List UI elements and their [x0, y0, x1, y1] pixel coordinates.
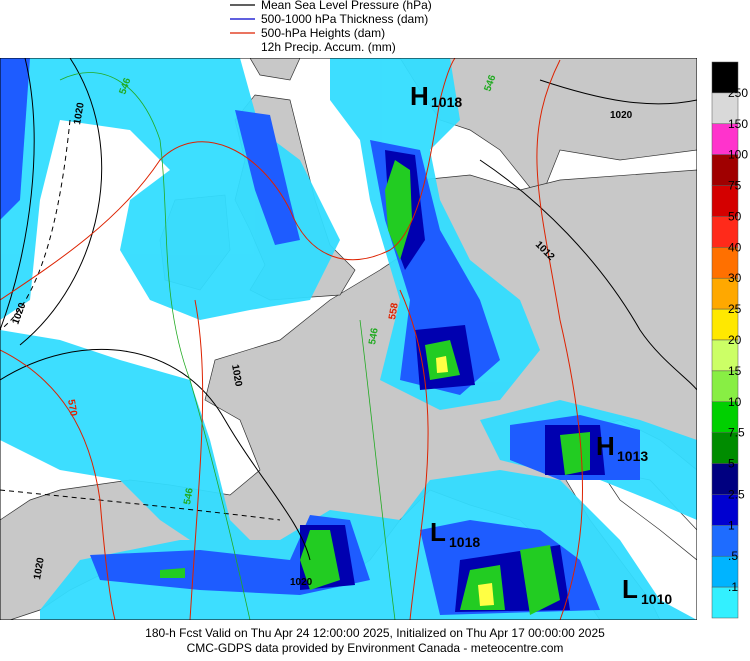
precip-yellow — [436, 356, 494, 606]
legend-label: Mean Sea Level Pressure (hPa) — [261, 0, 432, 12]
colorbar-box — [711, 216, 739, 248]
colorbar-label: .5 — [728, 549, 738, 563]
colorbar-box — [711, 525, 739, 557]
colorbar-label: 250 — [728, 86, 748, 100]
thickness-contours — [59, 72, 396, 620]
contour-label: 570 — [65, 399, 79, 418]
colorbar-label: 7.5 — [728, 426, 745, 440]
contour-label: 1020 — [32, 556, 47, 580]
colorbar-label: 150 — [728, 117, 748, 131]
colorbar-box — [711, 277, 739, 310]
colorbar-label: 100 — [728, 148, 748, 162]
pressure-center-letter: L — [430, 517, 446, 547]
colorbar-box — [711, 123, 739, 155]
pressure-contours — [0, 58, 697, 561]
height-contours — [0, 58, 583, 620]
contour-label: 546 — [367, 327, 381, 346]
colorbar-box — [711, 247, 739, 279]
colorbar-label: 50 — [728, 209, 742, 223]
colorbar-box — [711, 185, 739, 217]
colorbar-box — [711, 463, 739, 495]
colorbar-label: 15 — [728, 364, 742, 378]
legend-label: 500-1000 hPa Thickness (dam) — [261, 12, 428, 26]
colorbar-label: 30 — [728, 271, 742, 285]
colorbar-box — [711, 401, 739, 433]
pressure-center-value: 1013 — [617, 448, 648, 464]
legend: Mean Sea Level Pressure (hPa)500-1000 hP… — [230, 0, 432, 54]
pressure-center-value: 1018 — [431, 94, 462, 110]
footer-line: CMC-GDPS data provided by Environment Ca… — [187, 641, 564, 655]
contour-label: 1020 — [72, 101, 87, 125]
contour-label: 558 — [387, 302, 401, 321]
contour-label: 1020 — [610, 110, 633, 121]
colorbar-box — [711, 308, 739, 341]
pressure-center-letter: H — [410, 81, 429, 111]
colorbar-box — [711, 494, 739, 526]
contour-label: 546 — [182, 487, 196, 506]
colorbar-box — [711, 154, 739, 186]
colorbar-box — [711, 586, 739, 619]
colorbar-label: 1 — [728, 518, 735, 532]
pressure-center-value: 1010 — [641, 591, 672, 607]
colorbar-label: 5 — [728, 457, 735, 471]
colorbar-label: 40 — [728, 240, 742, 254]
pressure-center-letter: H — [596, 431, 615, 461]
colorbar-box — [711, 92, 739, 125]
footer-line: 180-h Fcst Valid on Thu Apr 24 12:00:00 … — [145, 626, 605, 640]
map: 1020 1020 1020 1012 1020 1020 570 558 54… — [0, 58, 697, 620]
contour-label: 1020 — [229, 364, 244, 388]
colorbar: 250 150 100 75 50 40 30 25 20 15 10 7.5 5 2.5 1 .5 .1 — [711, 61, 748, 619]
pressure-center-letter: L — [622, 574, 638, 604]
colorbar-label: 75 — [728, 179, 742, 193]
legend-label: 500-hPa Heights (dam) — [261, 26, 385, 40]
colorbar-label: 25 — [728, 302, 742, 316]
colorbar-label: 2.5 — [728, 487, 745, 501]
colorbar-box — [711, 370, 739, 403]
colorbar-label: 10 — [728, 395, 742, 409]
colorbar-box — [711, 61, 739, 94]
pressure-center-value: 1018 — [449, 534, 480, 550]
colorbar-box — [711, 555, 739, 588]
colorbar-label: .1 — [728, 580, 738, 594]
colorbar-box — [711, 432, 739, 464]
contour-label: 1020 — [290, 577, 313, 588]
colorbar-label: 20 — [728, 333, 742, 347]
legend-label: 12h Precip. Accum. (mm) — [261, 40, 396, 54]
colorbar-box — [711, 339, 739, 372]
